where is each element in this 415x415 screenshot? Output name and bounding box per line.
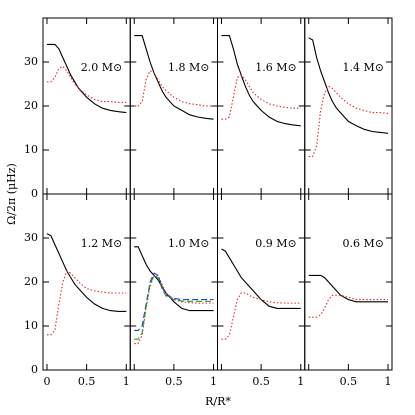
line-series bbox=[308, 294, 389, 318]
y-tick-label: 10 bbox=[24, 143, 38, 156]
x-tick-label: 1 bbox=[210, 375, 217, 388]
line-series bbox=[308, 85, 389, 158]
line-series bbox=[46, 43, 127, 114]
line-series bbox=[134, 274, 214, 340]
x-tick-label: 1 bbox=[123, 375, 130, 388]
line-series bbox=[46, 270, 127, 336]
x-tick-label: 1 bbox=[297, 375, 304, 388]
y-tick-label: 10 bbox=[24, 319, 38, 332]
panel-title: 0.9 M⊙ bbox=[255, 237, 296, 250]
line-series bbox=[134, 35, 214, 120]
panel-title: 0.6 M⊙ bbox=[343, 237, 384, 250]
x-tick-label: 0.5 bbox=[252, 375, 270, 388]
y-tick-label: 20 bbox=[24, 99, 38, 112]
x-tick-label: 0.5 bbox=[165, 375, 183, 388]
y-axis-label: Ω/2π (μHz) bbox=[5, 163, 18, 225]
line-series bbox=[134, 272, 214, 331]
line-series bbox=[134, 70, 214, 107]
panel-frame bbox=[42, 17, 131, 195]
panel-title: 2.0 M⊙ bbox=[81, 61, 122, 74]
line-series bbox=[46, 233, 127, 313]
panel-title: 1.8 M⊙ bbox=[168, 61, 209, 74]
line-series bbox=[308, 37, 389, 134]
y-tick-label: 0 bbox=[31, 363, 38, 376]
line-series bbox=[221, 74, 301, 120]
y-tick-label: 0 bbox=[31, 187, 38, 200]
panel-frame bbox=[42, 193, 131, 371]
panel-title: 1.6 M⊙ bbox=[255, 61, 296, 74]
panel-title: 1.2 M⊙ bbox=[81, 237, 122, 250]
panel-frame bbox=[217, 193, 306, 371]
x-tick-label: 0 bbox=[43, 375, 50, 388]
x-axis-label: R/R* bbox=[205, 395, 231, 408]
line-series bbox=[46, 65, 127, 104]
x-tick-label: 1 bbox=[385, 375, 392, 388]
panel-frame bbox=[217, 17, 306, 195]
panel-frame bbox=[129, 193, 218, 371]
line-series bbox=[221, 248, 301, 309]
y-tick-label: 30 bbox=[24, 55, 38, 68]
x-tick-label: 0.5 bbox=[340, 375, 358, 388]
line-series bbox=[134, 274, 214, 345]
panel-frame bbox=[304, 193, 393, 371]
line-series bbox=[221, 35, 301, 127]
panel-frame bbox=[304, 17, 393, 195]
panel-title: 1.0 M⊙ bbox=[168, 237, 209, 250]
y-tick-label: 30 bbox=[24, 231, 38, 244]
x-tick-label: 0.5 bbox=[78, 375, 96, 388]
y-tick-label: 20 bbox=[24, 275, 38, 288]
line-series bbox=[308, 274, 389, 303]
line-series bbox=[134, 246, 214, 312]
panel-title: 1.4 M⊙ bbox=[343, 61, 384, 74]
